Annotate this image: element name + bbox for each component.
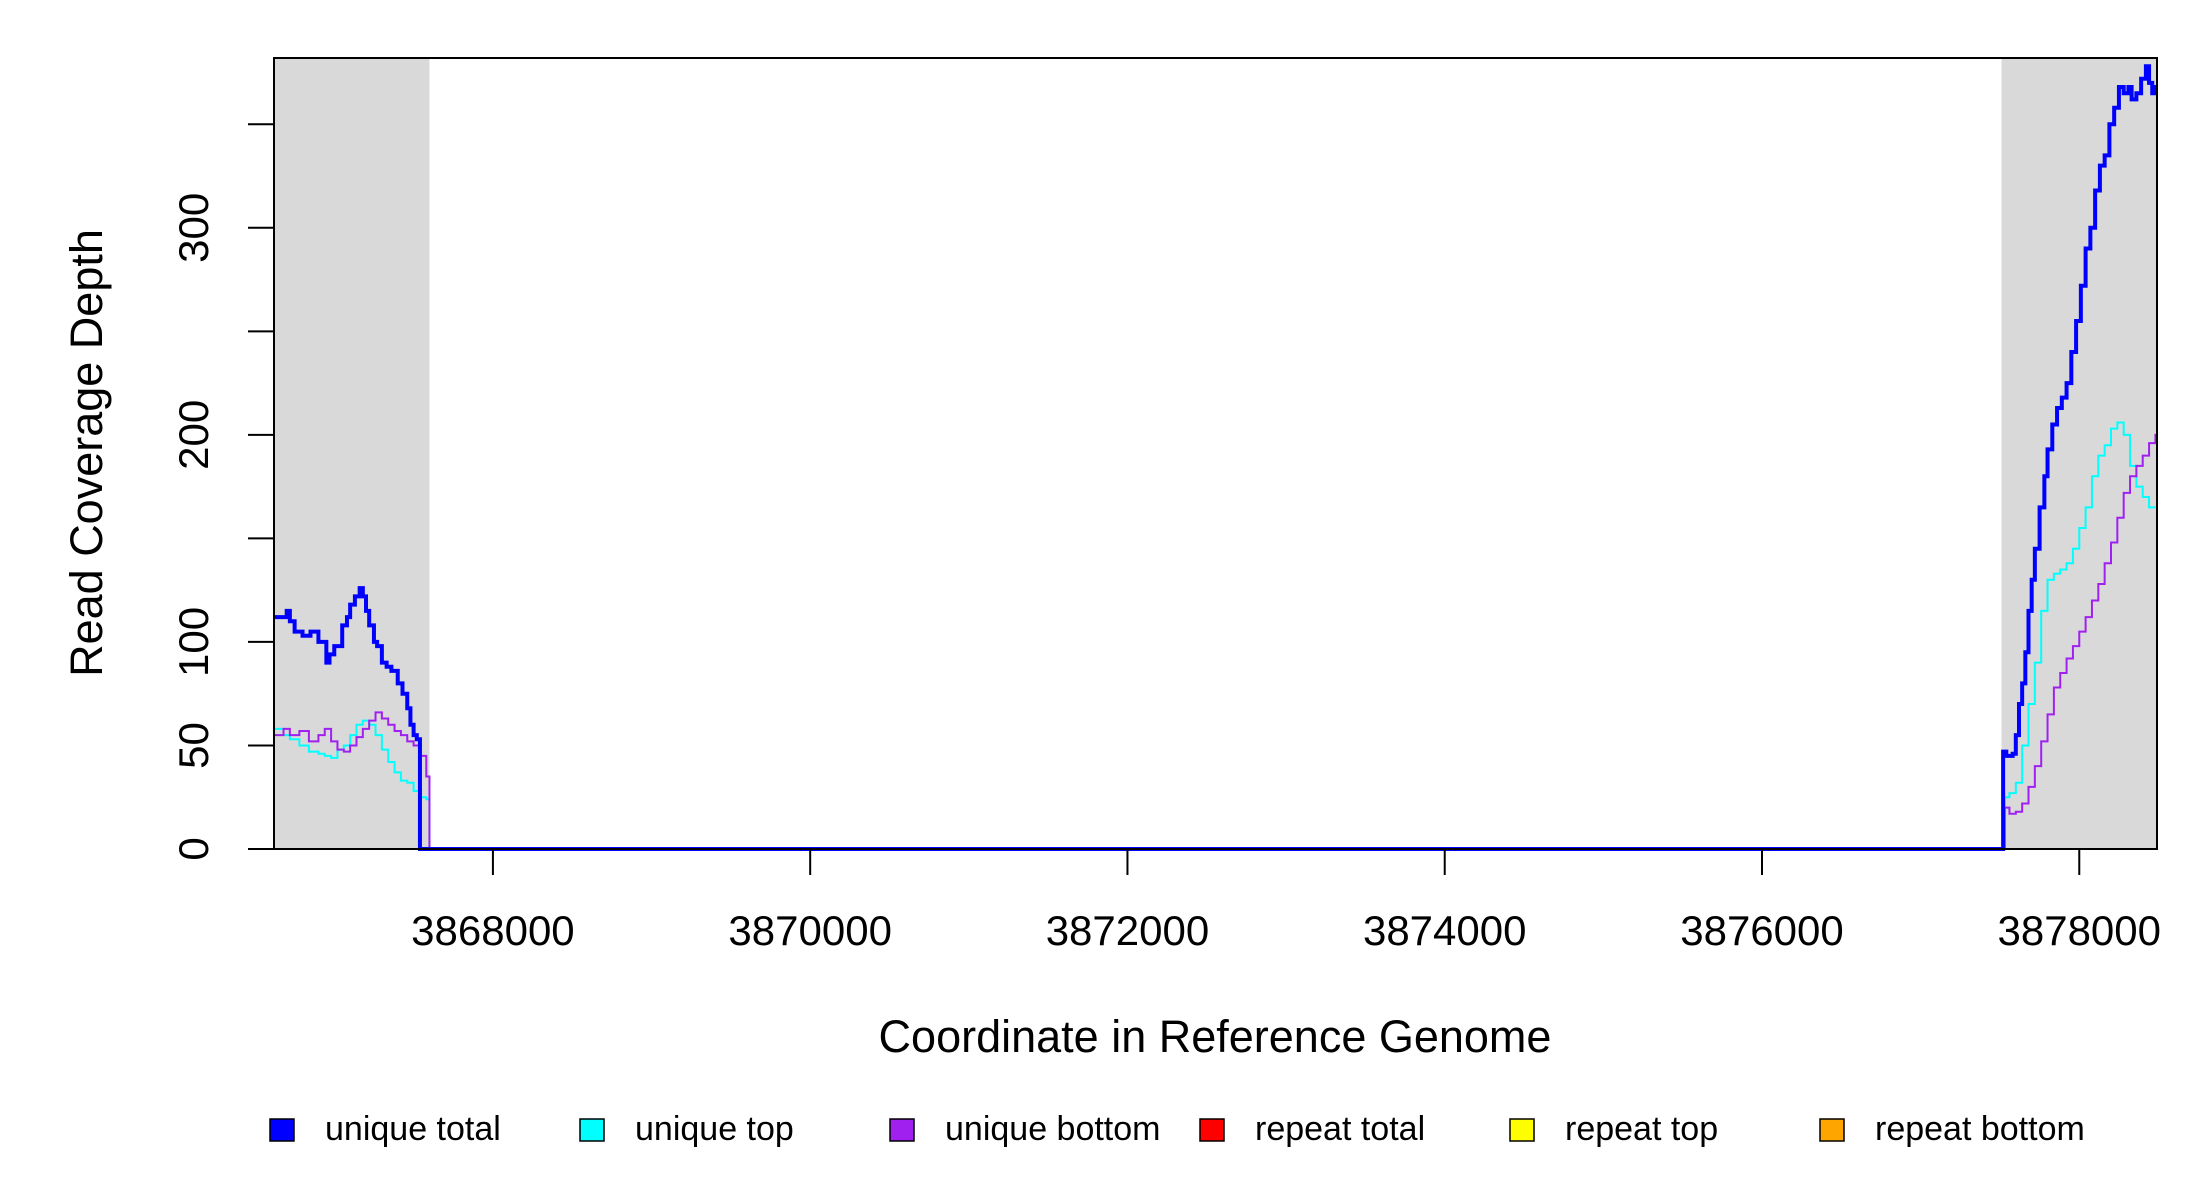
shaded-region-1 bbox=[274, 58, 430, 849]
legend: unique total unique top unique bottom repea… bbox=[269, 1110, 2085, 1148]
legend-label-repeat-top: repeat top bbox=[1565, 1110, 1718, 1148]
y-tick-label-2: 100 bbox=[170, 607, 217, 677]
x-tick-label-4: 3876000 bbox=[1680, 907, 1844, 954]
shaded-regions bbox=[274, 58, 2157, 849]
legend-swatch-unique-top bbox=[579, 1118, 605, 1142]
legend-swatch-repeat-top bbox=[1509, 1118, 1535, 1142]
x-axis: 3868000 3870000 3872000 3874000 3876000 38780… bbox=[411, 849, 2161, 954]
series-line-unique-total bbox=[274, 64, 2158, 851]
legend-label-repeat-total: repeat total bbox=[1255, 1110, 1425, 1148]
y-axis: 0 50 100 200 300 bbox=[170, 123, 274, 861]
shaded-region-2 bbox=[2001, 58, 2157, 849]
x-tick-label-5: 3878000 bbox=[1998, 907, 2162, 954]
legend-swatch-unique-bottom bbox=[889, 1118, 915, 1142]
plot-frame bbox=[273, 57, 2158, 850]
legend-label-unique-total: unique total bbox=[325, 1110, 501, 1148]
legend-label-unique-bottom: unique bottom bbox=[945, 1110, 1161, 1148]
y-tick-label-4: 200 bbox=[170, 400, 217, 470]
legend-swatch-unique-total bbox=[269, 1118, 295, 1142]
x-tick-label-2: 3872000 bbox=[1046, 907, 1210, 954]
y-tick-label-6: 300 bbox=[170, 193, 217, 263]
x-axis-title: Coordinate in Reference Genome bbox=[879, 1011, 1552, 1062]
x-tick-label-3: 3874000 bbox=[1363, 907, 1527, 954]
y-axis-title: Read Coverage Depth bbox=[61, 229, 112, 677]
legend-swatch-repeat-total bbox=[1199, 1118, 1225, 1142]
x-tick-label-1: 3870000 bbox=[728, 907, 892, 954]
legend-label-unique-top: unique top bbox=[635, 1110, 794, 1148]
y-tick-label-1: 50 bbox=[170, 722, 217, 769]
x-tick-label-0: 3868000 bbox=[411, 907, 575, 954]
legend-swatch-repeat-bottom bbox=[1819, 1118, 1845, 1142]
legend-label-repeat-bottom: repeat bottom bbox=[1875, 1110, 2085, 1148]
y-tick-label-0: 0 bbox=[170, 837, 217, 860]
